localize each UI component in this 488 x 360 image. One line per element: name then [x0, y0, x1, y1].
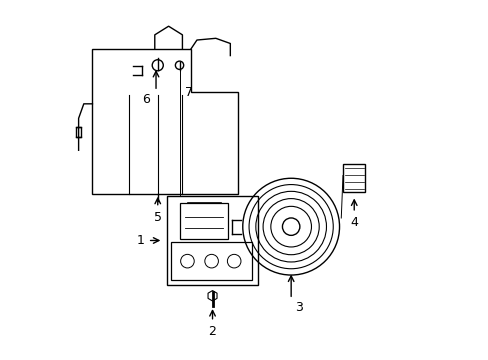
Bar	[171, 242, 251, 280]
Text: 5: 5	[153, 211, 162, 224]
Bar	[342, 165, 365, 192]
Text: 2: 2	[208, 325, 216, 338]
Bar	[166, 195, 258, 285]
Bar	[180, 203, 227, 239]
Text: 1: 1	[136, 234, 144, 247]
Text: 3: 3	[294, 301, 302, 314]
Text: 4: 4	[349, 216, 357, 229]
Text: 7: 7	[184, 86, 192, 99]
Text: 6: 6	[142, 93, 149, 106]
Bar	[76, 127, 81, 138]
